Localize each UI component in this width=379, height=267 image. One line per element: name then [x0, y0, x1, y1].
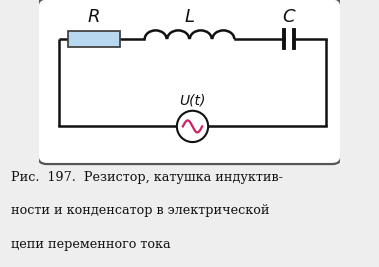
Circle shape: [177, 111, 208, 142]
Text: цепи переменного тока: цепи переменного тока: [11, 238, 171, 250]
Text: ности и конденсатор в электрической: ности и конденсатор в электрической: [11, 204, 270, 217]
Text: R: R: [88, 9, 100, 26]
Text: U(t): U(t): [179, 93, 206, 107]
FancyBboxPatch shape: [38, 0, 341, 164]
Text: Рис.  197.  Резистор, катушка индуктив-: Рис. 197. Резистор, катушка индуктив-: [11, 171, 283, 184]
Text: C: C: [282, 9, 295, 26]
Text: L: L: [185, 7, 194, 26]
Bar: [67, 31, 120, 47]
